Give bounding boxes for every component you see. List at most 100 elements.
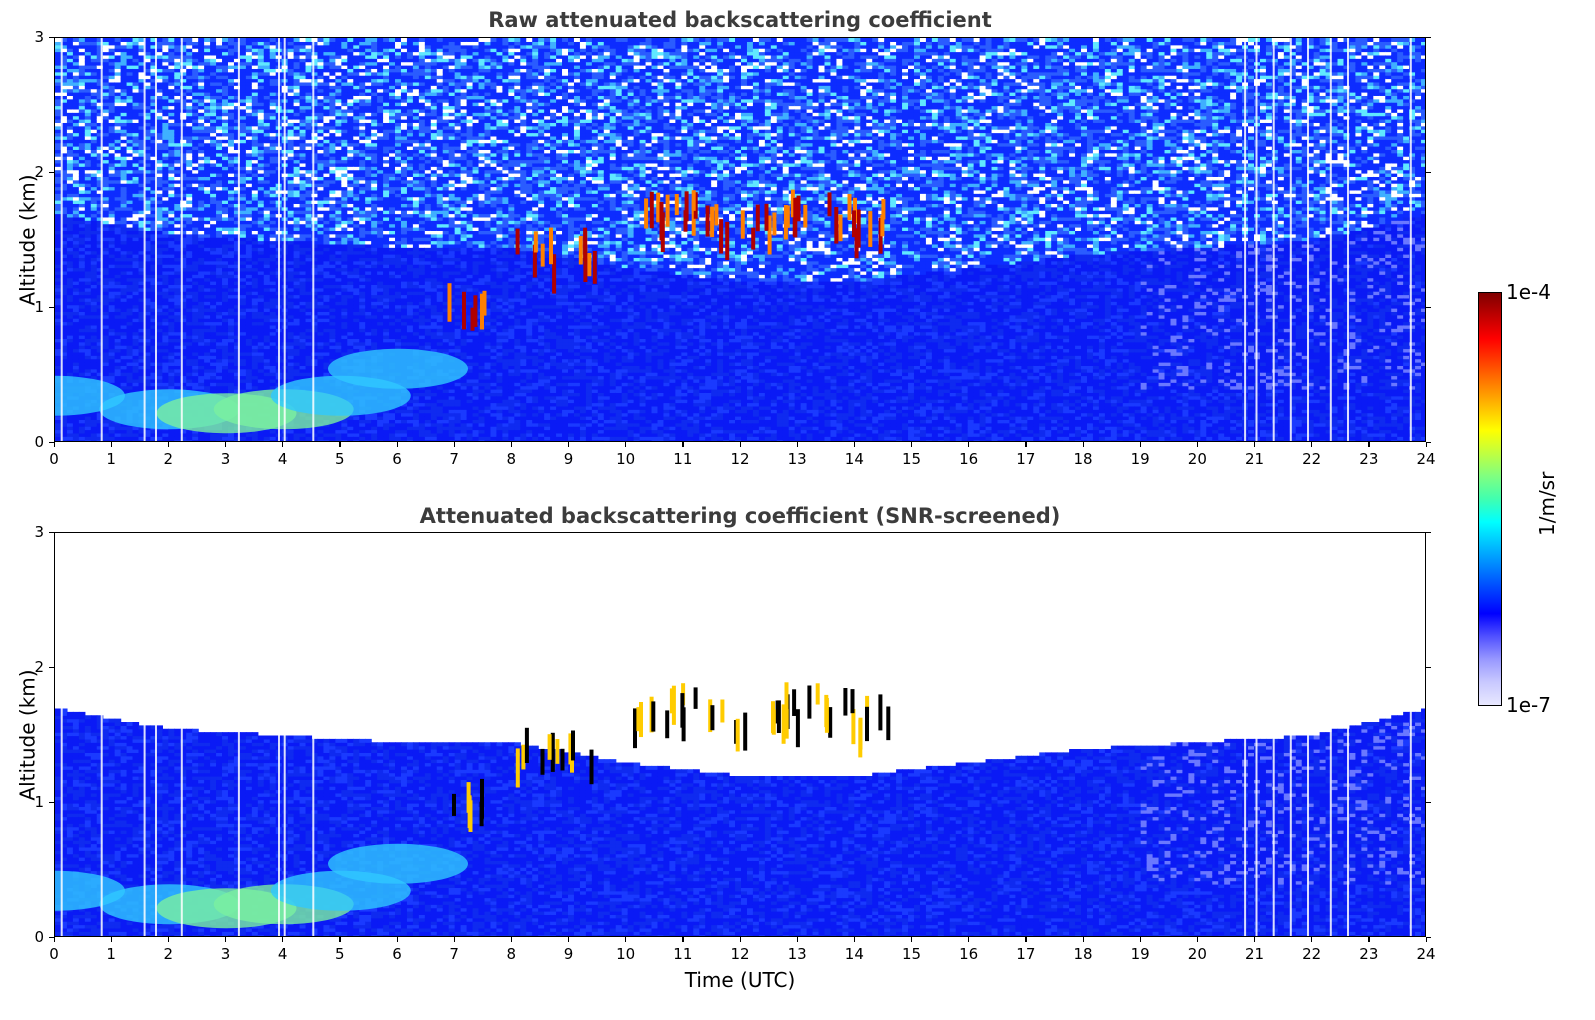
- x-tick-label: 1: [106, 945, 116, 963]
- missing-data-stripe: [181, 533, 183, 937]
- top-y-axis-label: Altitude (km): [16, 174, 40, 305]
- aerosol-layer-mark: [328, 349, 468, 389]
- x-tick: [1140, 442, 1141, 447]
- x-tick-label: 20: [1188, 945, 1207, 963]
- cloud-mark: [765, 204, 769, 231]
- cloud-mark: [471, 308, 475, 331]
- y-tick-label: 0: [14, 928, 44, 946]
- x-tick-label: 1: [106, 450, 116, 468]
- y-tick: [49, 937, 54, 938]
- missing-data-stripe: [1410, 38, 1412, 442]
- x-tick-label: 4: [278, 450, 288, 468]
- y-tick: [49, 172, 54, 173]
- missing-data-stripe: [144, 533, 146, 937]
- x-tick-label: 0: [49, 450, 59, 468]
- cloud-mark: [710, 207, 714, 237]
- cloud-mark: [480, 294, 484, 330]
- x-tick-label: 5: [335, 450, 345, 468]
- missing-data-stripe: [1307, 38, 1309, 442]
- x-tick-label: 24: [1416, 945, 1435, 963]
- cloud-mark: [848, 194, 852, 220]
- y-tick-label: 2: [14, 658, 44, 676]
- missing-data-stripe: [61, 533, 63, 937]
- cloud-mark: [797, 196, 801, 222]
- cloud-mark: [636, 707, 640, 731]
- bottom-plot-title: Attenuated backscattering coefficient (S…: [420, 504, 1061, 528]
- x-tick-label: 11: [673, 450, 692, 468]
- missing-data-stripe: [1347, 533, 1349, 937]
- x-tick: [625, 442, 626, 447]
- raw-backscatter-image: [55, 38, 1426, 442]
- x-tick: [1368, 937, 1369, 942]
- cloud-mark: [886, 707, 890, 741]
- x-tick-label: 20: [1188, 450, 1207, 468]
- cloud-mark: [587, 253, 591, 276]
- x-tick: [797, 442, 798, 447]
- cloud-mark: [710, 705, 714, 730]
- x-tick: [911, 937, 912, 942]
- x-tick: [511, 442, 512, 447]
- x-tick-label: 13: [788, 450, 807, 468]
- x-tick-label: 24: [1416, 450, 1435, 468]
- missing-data-stripe: [1256, 38, 1258, 442]
- missing-data-stripe: [155, 38, 157, 442]
- x-tick-label: 16: [959, 945, 978, 963]
- cloud-mark: [851, 709, 855, 744]
- x-tick-label: 12: [730, 450, 749, 468]
- missing-data-stripe: [144, 38, 146, 442]
- x-tick: [1426, 442, 1427, 447]
- x-tick-label: 18: [1073, 450, 1092, 468]
- x-tick: [968, 442, 969, 447]
- cloud-mark: [694, 687, 698, 708]
- cloud-mark: [751, 228, 755, 250]
- cloud-mark: [650, 192, 654, 228]
- missing-data-stripe: [1244, 38, 1246, 442]
- x-tick: [568, 442, 569, 447]
- x-tick-label: 14: [845, 945, 864, 963]
- x-tick-label: 13: [788, 945, 807, 963]
- x-tick: [282, 937, 283, 942]
- cloud-mark: [785, 709, 789, 738]
- cloud-mark: [525, 728, 529, 763]
- x-tick: [1025, 937, 1026, 942]
- missing-data-stripe: [1244, 533, 1246, 937]
- x-tick-label: 21: [1245, 945, 1264, 963]
- missing-data-stripe: [155, 533, 157, 937]
- missing-data-stripe: [61, 38, 63, 442]
- x-tick: [339, 442, 340, 447]
- cloud-mark: [786, 206, 790, 228]
- x-tick-label: 22: [1302, 450, 1321, 468]
- x-tick-label: 10: [616, 945, 635, 963]
- x-tick: [168, 937, 169, 942]
- x-tick: [1140, 937, 1141, 942]
- cloud-mark: [462, 292, 466, 330]
- x-tick-label: 10: [616, 450, 635, 468]
- cloud-mark: [692, 190, 696, 211]
- cloud-mark: [665, 710, 669, 738]
- cloud-mark: [834, 207, 838, 244]
- x-tick: [339, 937, 340, 942]
- cloud-mark: [843, 688, 847, 716]
- cloud-mark: [666, 195, 670, 227]
- x-tick-label: 6: [392, 945, 402, 963]
- missing-data-stripe: [284, 533, 286, 937]
- x-tick: [54, 442, 55, 447]
- colorbar: [1478, 292, 1502, 706]
- x-tick: [225, 937, 226, 942]
- cloud-mark: [792, 689, 796, 716]
- cloud-mark: [851, 689, 855, 713]
- y-tick: [1426, 37, 1431, 38]
- x-tick: [1083, 442, 1084, 447]
- missing-data-stripe: [1290, 533, 1292, 937]
- x-tick-label: 5: [335, 945, 345, 963]
- screened-backscatter-image: [55, 533, 1426, 937]
- y-tick: [49, 37, 54, 38]
- x-tick: [1254, 937, 1255, 942]
- missing-data-stripe: [278, 38, 280, 442]
- cloud-mark: [452, 794, 456, 816]
- cloud-mark: [743, 713, 747, 751]
- aerosol-layer-mark: [328, 844, 468, 884]
- cloud-mark: [448, 283, 452, 322]
- cloud-mark: [675, 194, 679, 215]
